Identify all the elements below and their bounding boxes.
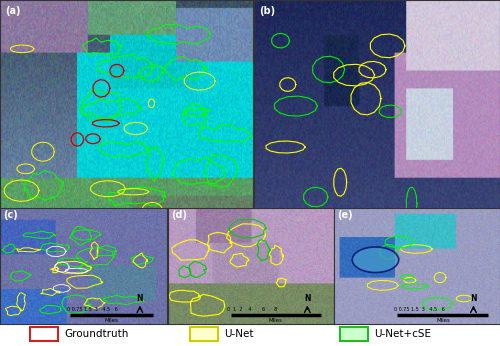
Text: (a): (a): [5, 6, 20, 16]
Text: N: N: [214, 227, 220, 236]
Text: Miles: Miles: [436, 318, 450, 324]
Text: (e): (e): [338, 210, 353, 220]
Text: 0 0.75 1.5  3   4.5   6: 0 0.75 1.5 3 4.5 6: [394, 307, 444, 312]
Text: Miles: Miles: [104, 318, 118, 324]
Text: N: N: [304, 294, 310, 303]
Text: U-Net+cSE: U-Net+cSE: [374, 329, 431, 339]
Bar: [190, 327, 218, 341]
Bar: [340, 327, 367, 341]
Text: Groundtruth: Groundtruth: [64, 329, 128, 339]
Ellipse shape: [352, 247, 399, 273]
Text: U-Net: U-Net: [224, 329, 254, 339]
Text: 0 0.5  1       2            4: 0 0.5 1 2 4: [132, 256, 184, 261]
Text: 0 0.5  1.05    2.6: 0 0.5 1.05 2.6: [370, 256, 410, 261]
Text: (b): (b): [259, 6, 275, 16]
Text: N: N: [460, 227, 466, 236]
Text: 0 0.75 1.5  3   4.5   6: 0 0.75 1.5 3 4.5 6: [66, 307, 118, 312]
Text: N: N: [470, 294, 476, 303]
Text: (d): (d): [171, 210, 187, 220]
Text: Miles: Miles: [414, 279, 428, 284]
Bar: [30, 327, 58, 341]
Text: N: N: [136, 294, 143, 303]
Text: (c): (c): [4, 210, 18, 220]
Text: Miles: Miles: [269, 318, 282, 324]
Text: 0  1  2    4       6      8: 0 1 2 4 6 8: [228, 307, 278, 312]
Text: Miles: Miles: [170, 279, 183, 284]
